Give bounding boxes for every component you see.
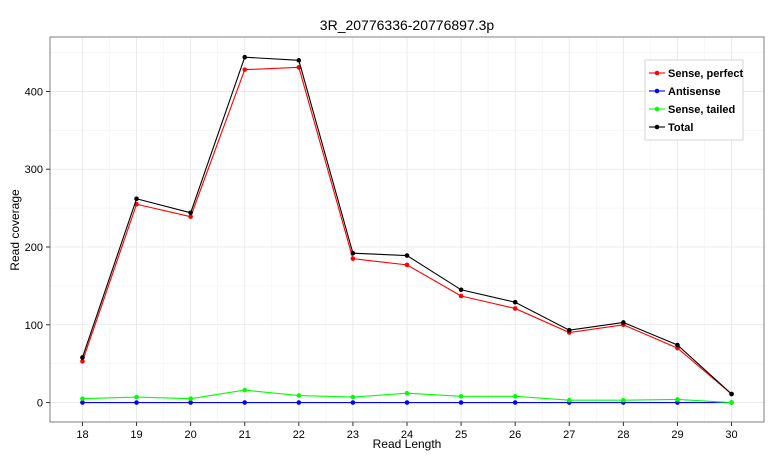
- x-tick-label: 23: [347, 429, 359, 441]
- data-point: [188, 210, 193, 216]
- legend-item: Total: [649, 122, 693, 134]
- legend-label: Sense, perfect: [668, 68, 744, 80]
- x-tick-label: 19: [130, 429, 142, 441]
- data-point: [188, 400, 193, 405]
- chart-title: 3R_20776336-20776897.3p: [320, 17, 495, 33]
- data-point: [350, 250, 356, 256]
- data-point: [296, 393, 302, 398]
- data-point: [134, 196, 139, 202]
- data-point: [458, 287, 464, 293]
- legend-label: Sense, tailed: [668, 104, 735, 116]
- data-point: [404, 400, 410, 405]
- x-tick-label: 22: [293, 429, 305, 441]
- data-point: [675, 342, 680, 348]
- y-tick-label: 300: [25, 164, 43, 176]
- data-point: [458, 400, 464, 405]
- data-point: [729, 400, 734, 405]
- data-point: [242, 54, 248, 60]
- legend-key-point: [654, 88, 660, 94]
- data-point: [350, 394, 356, 400]
- data-point: [80, 400, 85, 405]
- legend-key-point: [654, 124, 660, 130]
- data-point: [80, 359, 85, 364]
- x-tick-label: 27: [563, 429, 575, 441]
- legend-key-point: [654, 70, 660, 76]
- legend-item: Sense, tailed: [649, 104, 735, 116]
- x-tick-label: 21: [239, 429, 251, 441]
- data-point: [296, 400, 302, 405]
- data-point: [242, 67, 248, 72]
- x-tick-label: 18: [76, 429, 88, 441]
- x-tick-label: 25: [455, 429, 467, 441]
- data-point: [512, 394, 518, 399]
- y-tick-label: 200: [25, 242, 43, 254]
- data-point: [188, 214, 193, 219]
- x-tick-label: 20: [185, 429, 197, 441]
- data-point: [621, 320, 626, 325]
- y-tick-label: 100: [25, 320, 43, 332]
- data-point: [512, 299, 518, 305]
- legend: Sense, perfect Antisense Sense, tailed Tota…: [644, 59, 744, 141]
- data-point: [404, 262, 410, 268]
- data-point: [242, 387, 248, 393]
- data-point: [242, 400, 248, 405]
- data-point: [458, 293, 464, 299]
- data-point: [566, 397, 572, 403]
- data-point: [566, 327, 572, 333]
- data-point: [350, 256, 356, 261]
- x-axis-title: Read Length: [373, 437, 442, 451]
- data-point: [188, 396, 193, 401]
- x-tick-label: 26: [509, 429, 521, 441]
- x-tick-label: 28: [617, 429, 629, 441]
- y-tick-label: 0: [37, 398, 43, 410]
- legend-label: Antisense: [668, 86, 721, 98]
- data-point: [296, 58, 302, 63]
- data-point: [134, 400, 139, 405]
- data-point: [134, 394, 139, 400]
- legend-key-point: [654, 106, 660, 112]
- y-tick-label: 400: [25, 86, 43, 98]
- x-tick-label: 24: [401, 429, 413, 441]
- data-point: [404, 390, 410, 396]
- data-point: [404, 253, 410, 258]
- data-point: [729, 391, 734, 397]
- legend-label: Total: [668, 122, 693, 134]
- y-axis-title: Read coverage: [8, 189, 22, 271]
- data-point: [675, 397, 680, 402]
- legend-item: Sense, perfect: [649, 68, 744, 80]
- x-tick-label: 29: [671, 429, 683, 441]
- legend-item: Antisense: [649, 86, 721, 98]
- data-point: [80, 396, 85, 401]
- data-point: [512, 400, 518, 405]
- data-point: [621, 397, 626, 403]
- data-point: [350, 400, 356, 405]
- data-point: [512, 306, 518, 311]
- x-tick-label: 30: [725, 429, 737, 441]
- data-point: [80, 355, 85, 360]
- data-point: [458, 394, 464, 399]
